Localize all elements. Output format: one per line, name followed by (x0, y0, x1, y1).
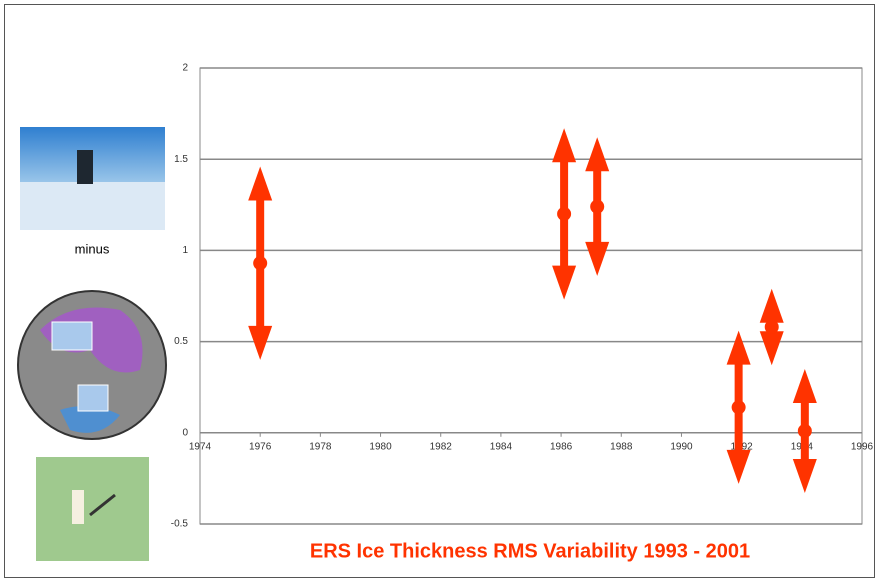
arrow-head (552, 265, 577, 300)
photo-submarine (20, 127, 165, 230)
error-arrow (552, 128, 577, 300)
x-tick-label: 1990 (670, 441, 693, 452)
x-tick-label: 1980 (369, 441, 392, 452)
error-arrow (759, 288, 784, 366)
arrow-head (585, 241, 610, 276)
point (797, 423, 812, 438)
x-tick-label: 1982 (430, 441, 453, 452)
arrow-head (792, 458, 817, 493)
arrow-head (792, 368, 817, 403)
arrow-head (759, 331, 784, 366)
map-arctic (17, 290, 167, 440)
x-tick-label: 1988 (610, 441, 633, 452)
y-tick-label: 2 (182, 63, 188, 74)
point (590, 199, 605, 214)
y-tick-label: 0 (182, 427, 188, 438)
y-tick-label: -0.5 (171, 519, 189, 530)
x-tick-label: 1976 (249, 441, 272, 452)
arrow-head (726, 449, 751, 484)
point (253, 256, 268, 271)
arrow-head (248, 325, 273, 360)
point (731, 400, 746, 415)
arrow-head (248, 166, 273, 201)
y-tick-label: 1.5 (174, 154, 188, 165)
arrow-head (759, 288, 784, 323)
error-arrow (585, 137, 610, 276)
photo-helicopter (36, 457, 149, 561)
x-tick-label: 1996 (851, 441, 874, 452)
x-tick-label: 1974 (189, 441, 212, 452)
caption: minus (75, 241, 110, 256)
arrow-head (552, 128, 577, 163)
point (764, 320, 779, 335)
chart-title: ERS Ice Thickness RMS Variability 1993 -… (310, 540, 750, 562)
y-tick-label: 0.5 (174, 336, 188, 347)
y-tick-label: 1 (182, 245, 188, 256)
x-tick-label: 1986 (550, 441, 573, 452)
error-arrow (248, 166, 273, 360)
error-arrow (792, 368, 817, 493)
arrow-head (585, 137, 610, 172)
point (557, 206, 572, 221)
error-arrow (726, 330, 751, 484)
arrow-head (726, 330, 751, 365)
slide-frame (4, 4, 875, 578)
x-tick-label: 1978 (309, 441, 332, 452)
x-tick-label: 1984 (490, 441, 513, 452)
